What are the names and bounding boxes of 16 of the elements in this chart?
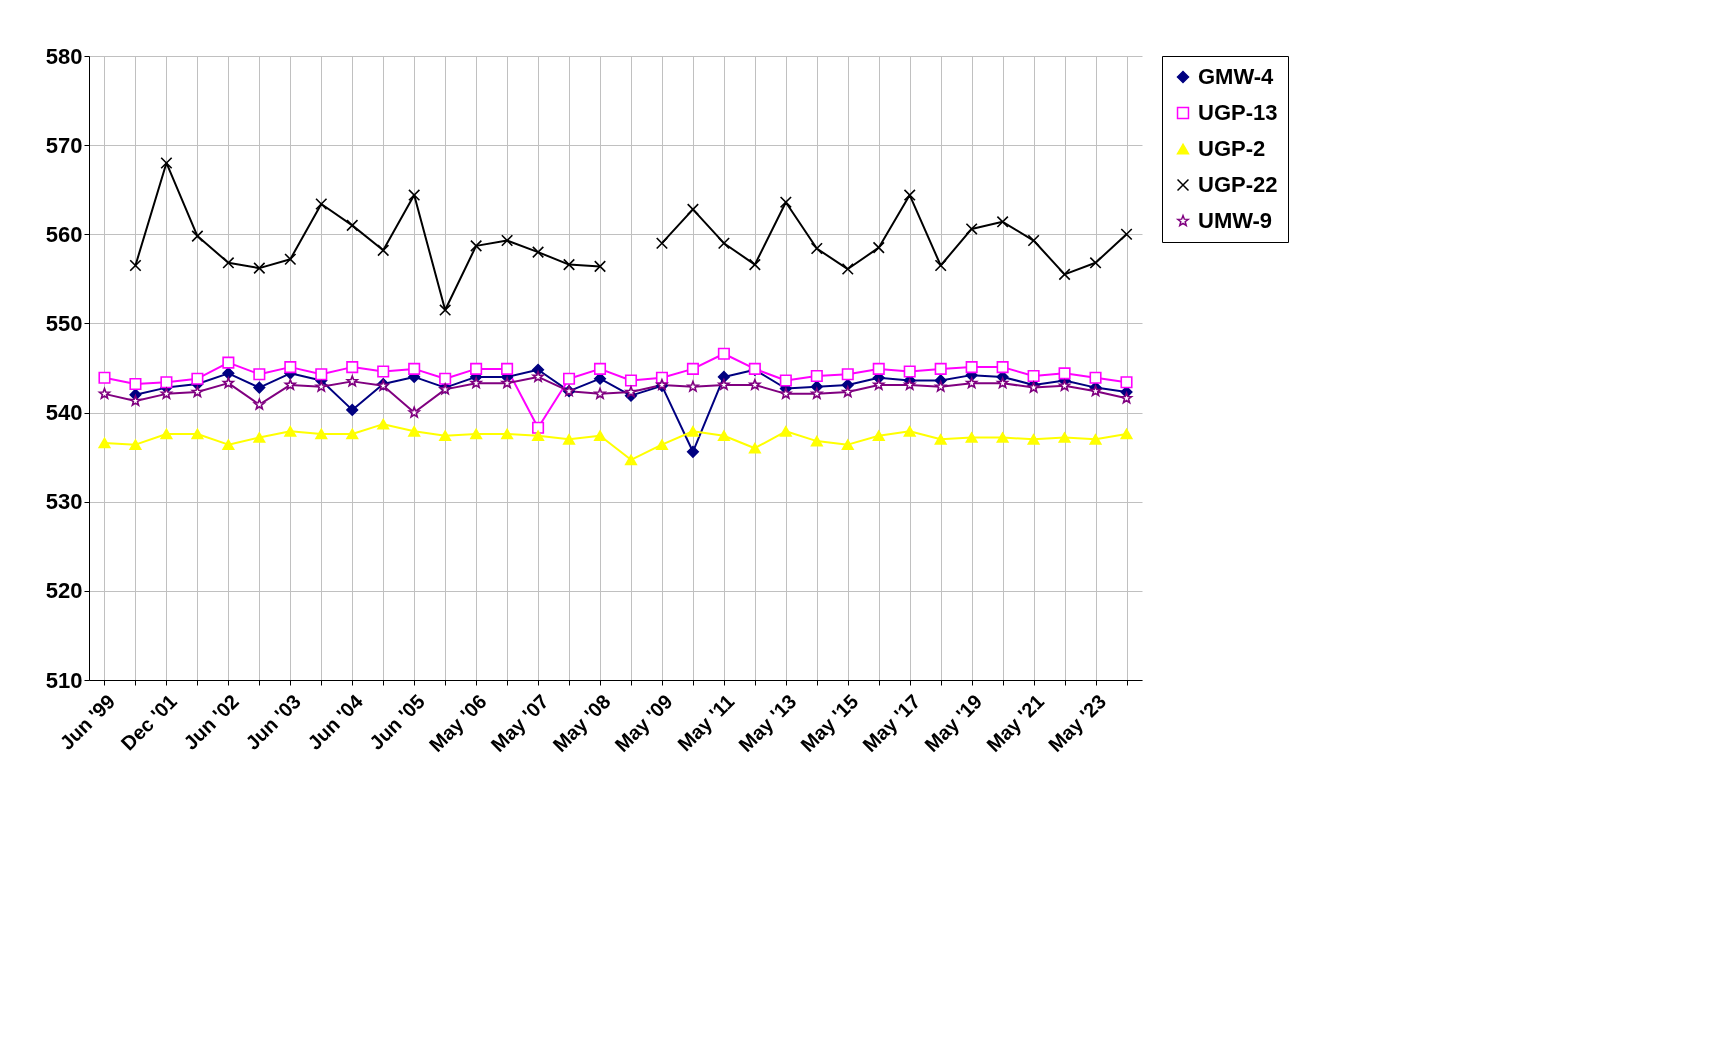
legend-label: GMW-4 [1198, 64, 1275, 89]
x-tick-label: Jun '04 [303, 689, 368, 754]
y-tick-label: 510 [45, 667, 83, 693]
x-tick-label: Jun '02 [179, 690, 244, 754]
y-tick-label: 560 [45, 221, 83, 247]
y-tick-label: 530 [45, 489, 83, 515]
y-tick-label: 580 [45, 43, 83, 69]
y-tick-label: 540 [45, 400, 83, 426]
y-tick-label: 520 [45, 578, 83, 604]
legend-label: UMW-9 [1198, 208, 1273, 233]
legend-label: UGP-22 [1198, 172, 1278, 197]
y-tick-label: 550 [45, 310, 83, 336]
legend-label: UGP-13 [1198, 100, 1278, 125]
x-tick-label: Jun '03 [241, 690, 305, 754]
y-tick-label: 570 [45, 132, 83, 158]
legend-label: UGP-2 [1198, 136, 1266, 161]
